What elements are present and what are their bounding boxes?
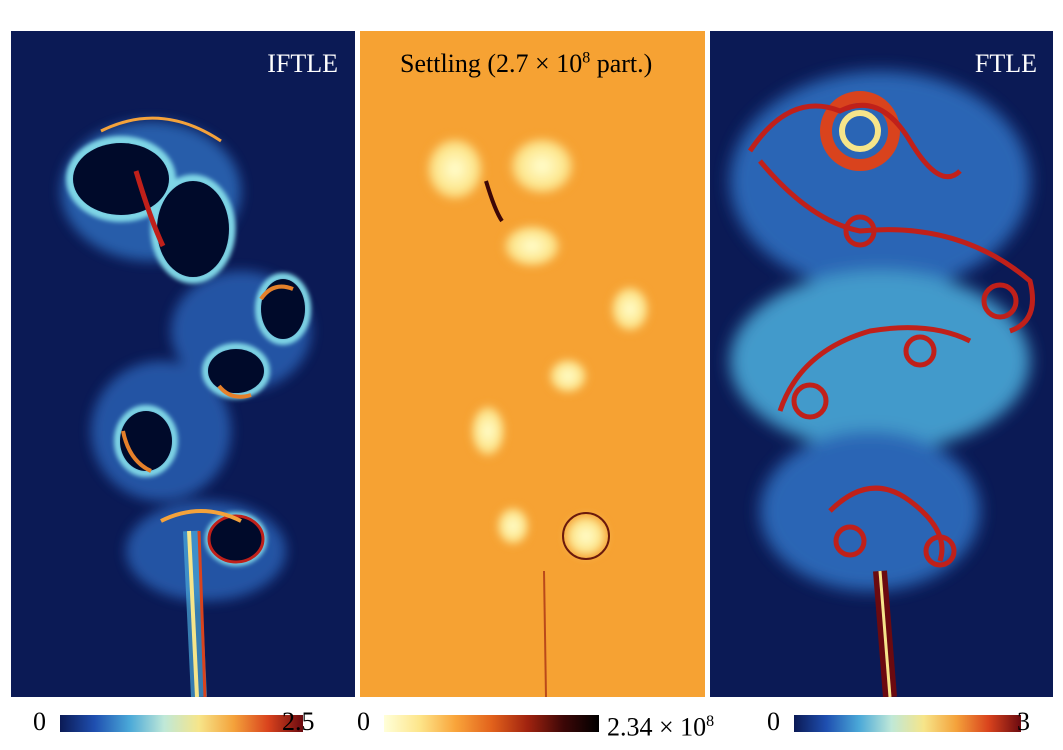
- settling-field-image: [360, 31, 705, 697]
- settling-label-suffix: part.): [590, 49, 653, 78]
- iftle-colorbar-min: 0: [33, 707, 46, 736]
- iftle-colorbar-max: 2.5: [282, 707, 315, 736]
- settling-colorbar-max: 2.34 × 108: [607, 704, 714, 746]
- ftle-colorbar-max: 3: [1017, 707, 1030, 736]
- ftle-colorbar-gradient: [794, 715, 1021, 732]
- settling-label: Settling (2.7 × 108 part.): [400, 49, 652, 79]
- iftle-colorbar: 0 2.5: [33, 704, 333, 740]
- ftle-colorbar: 0 3: [767, 704, 1063, 740]
- ftle-field-image: [710, 31, 1053, 697]
- settling-colorbar: 0 2.34 × 108: [357, 704, 737, 742]
- settling-label-exponent: 8: [582, 49, 591, 67]
- iftle-colorbar-gradient: [60, 715, 303, 732]
- settling-colorbar-min: 0: [357, 707, 370, 736]
- ftle-panel: FTLE: [710, 31, 1053, 697]
- ftle-label: FTLE: [974, 49, 1037, 78]
- iftle-label: IFTLE: [267, 49, 338, 78]
- settling-panel: Settling (2.7 × 108 part.): [360, 31, 705, 697]
- ftle-colorbar-min: 0: [767, 707, 780, 736]
- settling-colorbar-max-exponent: 8: [706, 713, 715, 730]
- settling-label-text: Settling (2.7 × 10: [400, 49, 583, 78]
- settling-colorbar-gradient: [384, 715, 599, 732]
- iftle-panel: IFTLE: [11, 31, 355, 697]
- settling-colorbar-max-text: 2.34 × 10: [607, 712, 707, 742]
- iftle-field-image: [11, 31, 355, 697]
